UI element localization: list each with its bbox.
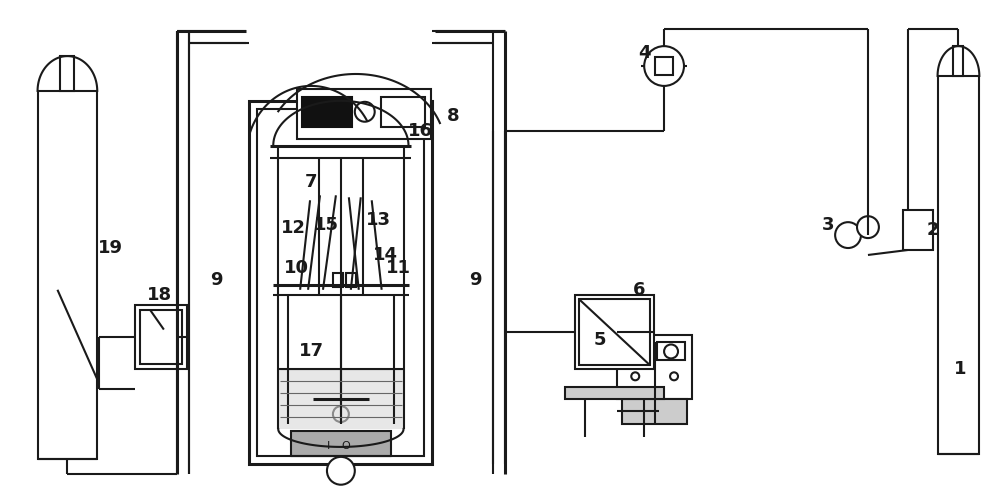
Text: 14: 14 xyxy=(373,246,398,264)
Bar xyxy=(297,89,431,139)
Circle shape xyxy=(670,372,678,380)
Bar xyxy=(257,109,424,456)
Bar xyxy=(903,210,933,250)
Bar xyxy=(655,57,673,75)
Text: 9: 9 xyxy=(210,271,223,289)
Bar xyxy=(278,369,404,429)
Bar xyxy=(346,273,356,287)
Text: 12: 12 xyxy=(281,219,306,237)
Text: 5: 5 xyxy=(593,330,606,349)
Bar xyxy=(302,97,352,127)
Text: 4: 4 xyxy=(638,44,650,62)
Bar xyxy=(622,399,687,424)
Text: I: I xyxy=(327,441,331,451)
Bar xyxy=(140,310,182,364)
Circle shape xyxy=(664,345,678,359)
Bar xyxy=(575,295,654,369)
Bar xyxy=(249,101,432,464)
Bar xyxy=(938,76,979,454)
Bar xyxy=(135,305,187,369)
Bar xyxy=(38,91,97,459)
Text: 7: 7 xyxy=(305,174,317,191)
Circle shape xyxy=(327,457,355,485)
Bar xyxy=(333,273,343,287)
Text: 11: 11 xyxy=(386,259,411,277)
Text: 17: 17 xyxy=(299,343,324,361)
Text: 18: 18 xyxy=(147,286,172,304)
Bar xyxy=(381,97,425,127)
Text: 15: 15 xyxy=(313,216,338,234)
Bar xyxy=(60,56,74,91)
Text: 19: 19 xyxy=(98,239,123,257)
Text: 3: 3 xyxy=(822,216,834,234)
Circle shape xyxy=(333,406,349,422)
Text: 8: 8 xyxy=(447,107,460,125)
Text: 6: 6 xyxy=(633,281,645,299)
Text: O: O xyxy=(341,441,350,451)
Text: 9: 9 xyxy=(469,271,481,289)
Text: 10: 10 xyxy=(284,259,309,277)
Bar xyxy=(622,343,650,360)
Text: 1: 1 xyxy=(954,360,967,378)
Circle shape xyxy=(631,372,639,380)
Bar xyxy=(565,387,664,399)
Bar xyxy=(617,334,692,399)
Text: 13: 13 xyxy=(366,211,391,229)
Circle shape xyxy=(644,46,684,86)
Bar xyxy=(291,431,391,456)
Text: 2: 2 xyxy=(926,221,939,239)
Bar xyxy=(657,343,685,360)
Circle shape xyxy=(624,345,638,359)
Bar xyxy=(953,46,963,76)
Circle shape xyxy=(835,222,861,248)
Circle shape xyxy=(355,102,375,122)
Text: 16: 16 xyxy=(408,122,433,140)
Circle shape xyxy=(857,216,879,238)
Bar xyxy=(579,299,650,365)
